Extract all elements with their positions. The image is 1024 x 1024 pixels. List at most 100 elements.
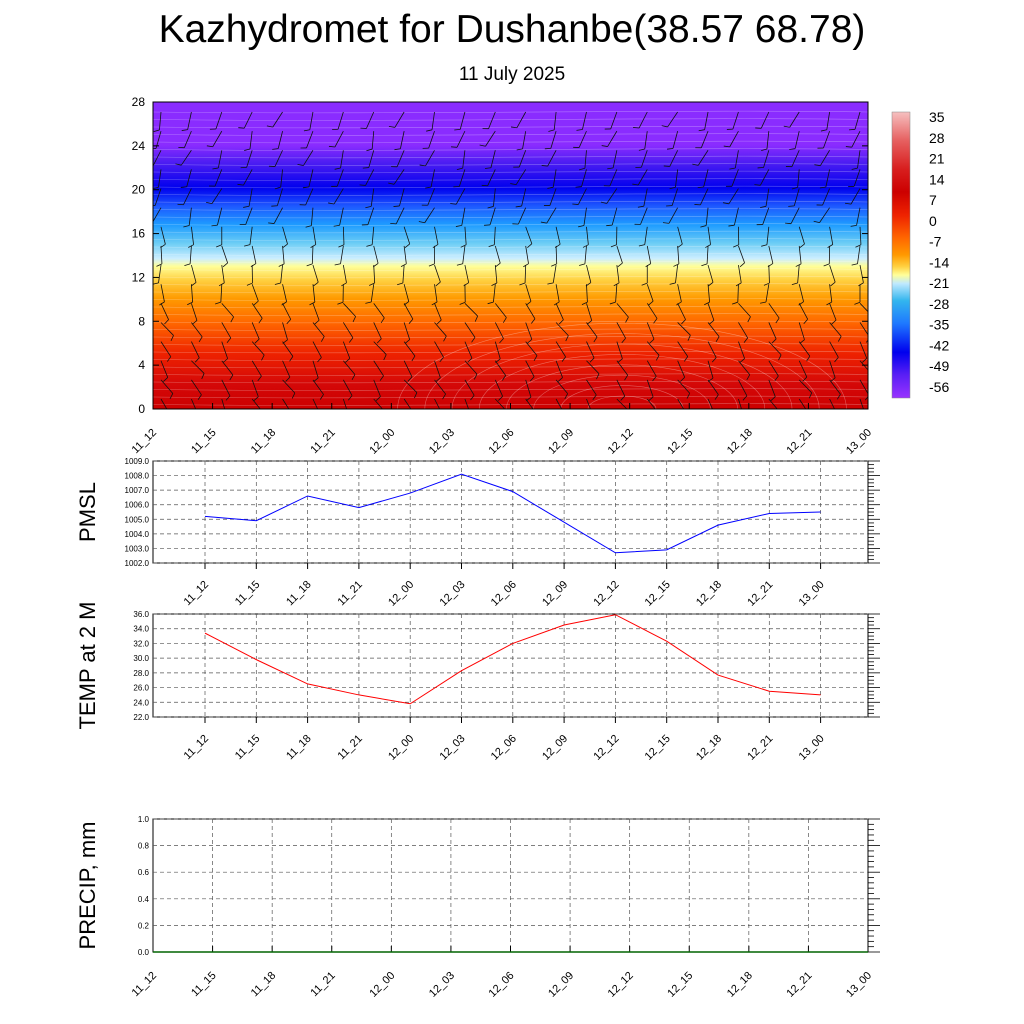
wind-barb-flag [596,373,600,380]
wind-barb [766,226,770,245]
x-tick-label: 11_15 [189,970,219,1000]
wind-barb [403,245,407,264]
wind-barb [312,264,319,283]
wind-barb-flag [499,338,504,344]
wind-barb [303,150,314,166]
wind-barb [191,303,198,321]
wind-barb-flag [502,317,507,323]
wind-barb [434,360,441,378]
wind-barb-flag [400,263,407,267]
wind-barb [549,188,557,206]
wind-barb-flag [785,222,792,225]
wind-barb [616,398,628,409]
wind-barb [342,341,351,359]
wind-barb-flag [216,244,222,248]
colorbar-label: 28 [929,130,945,146]
wind-barb [522,131,527,149]
wind-barb-flag [620,395,626,401]
wind-barb-flag [376,338,382,344]
wind-barb [646,245,652,264]
temp-panel: 22.0 24.0 26.0 28.0 30.0 32.0 34.0 36.0 11_12 11_… [75,602,880,763]
wind-barb [367,207,375,225]
wind-barb-flag [404,339,410,344]
x-tick-label: 11_18 [249,427,279,457]
wind-barb-flag [159,301,165,306]
x-tick-label: 13_00 [797,733,827,763]
isoline [153,230,868,234]
wind-barb [214,169,223,187]
wind-barb-flag [471,337,476,343]
wind-barb [829,379,841,395]
wind-barb-flag [565,335,569,342]
wind-barb [616,341,623,359]
pmsl-panel: 1002.0 1003.0 1004.0 1005.0 1006.0 1007.0 1008… [75,457,880,609]
wind-barb-flag [380,317,385,324]
wind-barb [431,111,435,130]
wind-barb [186,169,192,187]
wind-barb-flag [547,186,554,189]
wind-barb [272,111,283,128]
wind-barb [555,303,564,320]
wind-barb [333,188,344,205]
wind-barb-flag [760,205,767,208]
isoline [153,358,868,361]
wind-barb [221,398,226,409]
wind-barb [738,341,745,359]
x-tick-label: 12_21 [784,970,814,1000]
wind-barb-flag [439,356,444,363]
wind-barb-flag [261,413,264,418]
x-tick-label: 11_12 [130,427,160,457]
y-tick-label: 32.0 [133,639,149,648]
wind-barb-flag [278,263,285,267]
wind-barb-flag [600,201,607,204]
wind-barb [494,265,498,284]
y-tick-label: 0.6 [138,868,150,877]
wind-barb [829,398,835,409]
wind-barb-flag [761,244,768,247]
wind-barb [464,360,478,375]
wind-barb-flag [606,224,613,227]
wind-barb [829,341,839,358]
wind-barb [191,360,205,374]
isoline [153,133,868,136]
wind-barb-flag [579,263,586,266]
wind-barb [371,131,375,150]
wind-barb [766,131,770,150]
wind-barb [342,226,345,245]
wind-barb-flag [862,357,868,363]
x-tick-label: 11_18 [284,733,314,763]
x-tick-label: 12_12 [606,970,636,1000]
x-tick-label: 12_09 [546,970,576,1000]
chart-subtitle: 11 July 2025 [458,64,566,85]
wind-barb [308,169,314,188]
wind-barb [434,322,447,337]
wind-barb-flag [516,148,523,151]
wind-barb [434,341,444,358]
wind-barb [731,169,739,187]
wind-barb [667,111,678,128]
wind-barb [211,188,223,204]
wind-barb [762,207,770,225]
wind-barb-flag [366,244,373,247]
wind-barb-flag [411,414,414,419]
wind-barb [586,303,593,321]
wind-barb-flag [268,222,275,224]
wind-barb [461,207,466,226]
x-tick-label: 12_12 [591,579,621,609]
wind-barb [524,265,527,284]
wind-barb [393,169,405,185]
wind-barb [249,226,253,245]
wind-barb-flag [645,263,651,268]
wind-barb [455,188,466,205]
wind-barb-flag [601,145,608,147]
wind-barb-flag [243,205,250,208]
wind-barb [798,303,809,320]
wind-barb [159,111,162,130]
wind-barb-flag [206,202,213,205]
x-tick-label: 12_06 [487,427,517,457]
wind-barb-flag [789,148,796,150]
wind-barb [403,303,414,320]
isoline [153,260,868,264]
wind-barb [819,150,830,166]
wind-barb-flag [305,225,312,228]
